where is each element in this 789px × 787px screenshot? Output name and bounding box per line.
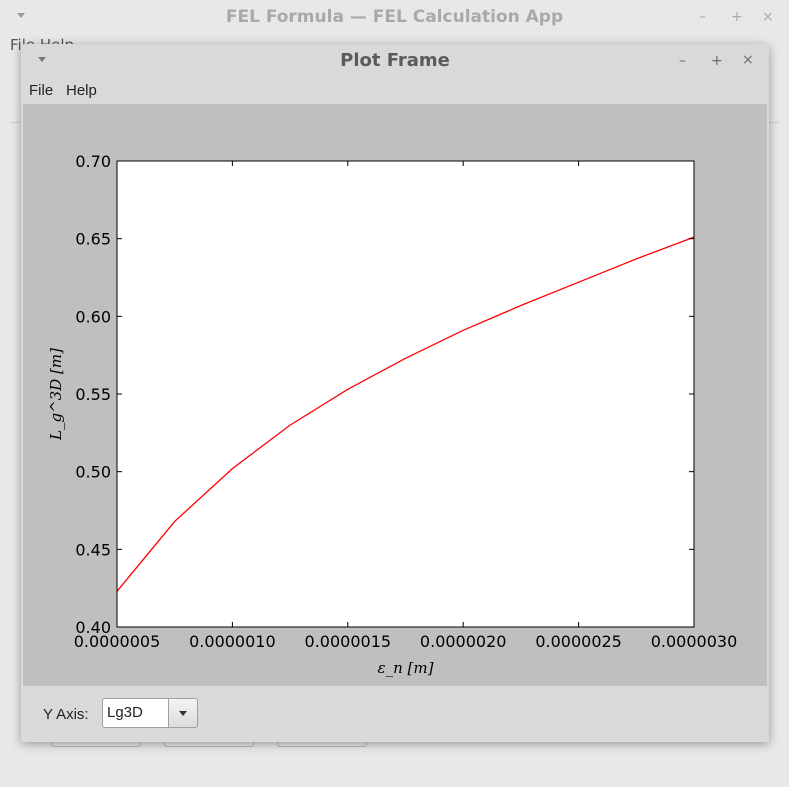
series-line xyxy=(116,236,695,592)
x-axis-title: ε_n [m] xyxy=(378,659,434,677)
x-tick-label: 0.0000030 xyxy=(651,632,738,651)
x-tick-label: 0.0000010 xyxy=(189,632,276,651)
window-menu-icon[interactable] xyxy=(38,57,46,62)
line-chart: 0.0000005 0.0000010 0.0000015 0.0000020 0.00… xyxy=(47,152,738,677)
x-tick-label: 0.0000020 xyxy=(420,632,507,651)
close-icon[interactable]: × xyxy=(762,9,774,25)
plot-titlebar: Plot Frame – + × xyxy=(21,44,769,78)
y-tick-label: 0.65 xyxy=(75,230,111,249)
y-axis-value[interactable]: Lg3D xyxy=(102,698,172,728)
menu-help[interactable]: Help xyxy=(66,82,97,99)
y-tick-label: 0.40 xyxy=(75,618,111,637)
y-axis-label: Y Axis: xyxy=(43,706,89,723)
close-icon[interactable]: × xyxy=(742,52,754,68)
y-axis-dropdown-button[interactable] xyxy=(168,698,198,728)
chevron-down-icon xyxy=(179,711,187,716)
x-tick-label: 0.0000005 xyxy=(74,632,161,651)
y-tick-label: 0.50 xyxy=(75,463,111,482)
maximize-icon[interactable]: + xyxy=(731,9,743,25)
main-titlebar: FEL Formula — FEL Calculation App – + × xyxy=(0,0,789,34)
y-tick-label: 0.70 xyxy=(75,152,111,171)
y-tick-label: 0.55 xyxy=(75,385,111,404)
plot-menubar: File Help xyxy=(21,78,769,104)
window-menu-icon[interactable] xyxy=(17,13,25,18)
plot-area xyxy=(117,161,694,627)
y-tick-label: 0.60 xyxy=(75,307,111,326)
plot-canvas: 0.0000005 0.0000010 0.0000015 0.0000020 0.00… xyxy=(23,104,767,686)
x-tick-label: 0.0000015 xyxy=(305,632,392,651)
y-tick-label: 0.45 xyxy=(75,540,111,559)
plot-frame-window: Plot Frame – + × File Help 0.0000005 0.00… xyxy=(21,44,769,742)
plot-controls-bar: Y Axis: Lg3D xyxy=(21,686,769,742)
menu-file[interactable]: File xyxy=(29,82,54,99)
minimize-icon[interactable]: – xyxy=(679,53,686,69)
minimize-icon[interactable]: – xyxy=(699,9,706,25)
plot-window-title: Plot Frame xyxy=(340,50,450,71)
x-tick-label: 0.0000025 xyxy=(535,632,622,651)
main-window-title: FEL Formula — FEL Calculation App xyxy=(225,7,564,27)
maximize-icon[interactable]: + xyxy=(711,53,723,69)
y-axis-title: L_g^3D [m] xyxy=(47,348,65,441)
